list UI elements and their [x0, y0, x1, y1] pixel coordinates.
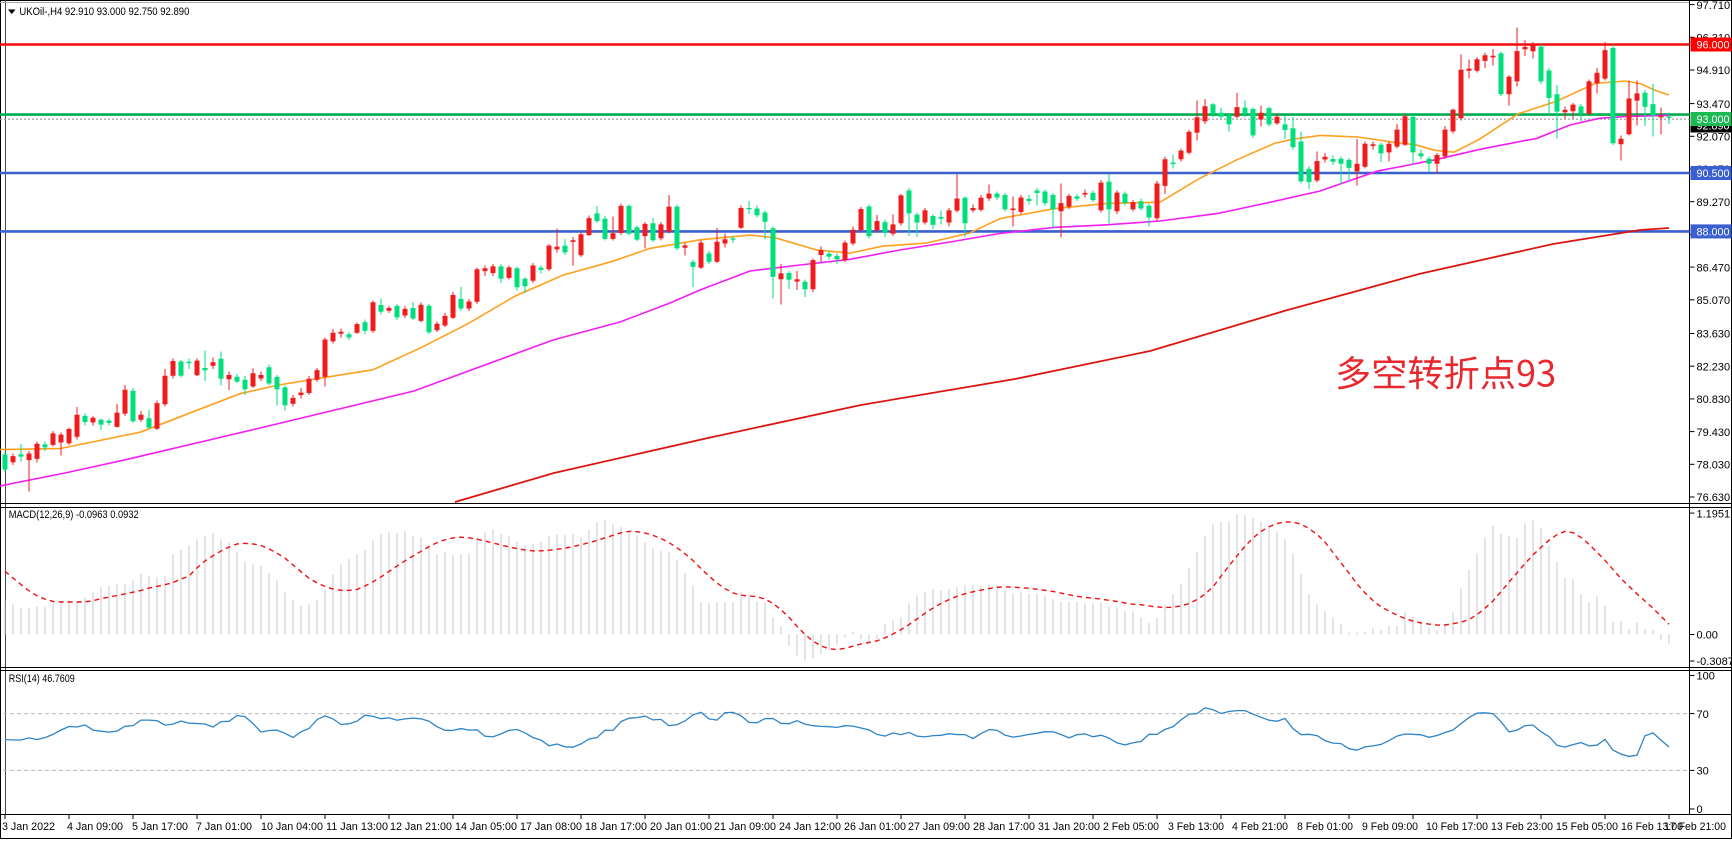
svg-text:-0.3087: -0.3087: [1697, 656, 1732, 668]
svg-text:0: 0: [1697, 804, 1703, 816]
svg-text:30: 30: [1697, 766, 1709, 778]
svg-text:17 Jan 08:00: 17 Jan 08:00: [520, 821, 582, 833]
svg-text:5 Jan 17:00: 5 Jan 17:00: [132, 821, 188, 833]
svg-text:3 Jan 2022: 3 Jan 2022: [2, 821, 55, 833]
svg-text:10 Feb 17:00: 10 Feb 17:00: [1426, 821, 1488, 833]
svg-text:78.030: 78.030: [1697, 460, 1731, 472]
svg-text:93.470: 93.470: [1697, 99, 1731, 111]
svg-text:96.000: 96.000: [1697, 40, 1730, 52]
svg-text:0.00: 0.00: [1697, 630, 1718, 642]
svg-text:4 Feb 21:00: 4 Feb 21:00: [1232, 821, 1288, 833]
svg-text:2 Feb 05:00: 2 Feb 05:00: [1103, 821, 1159, 833]
svg-text:76.630: 76.630: [1697, 492, 1731, 504]
svg-text:79.430: 79.430: [1697, 427, 1731, 439]
svg-text:89.270: 89.270: [1697, 197, 1731, 209]
svg-text:90.500: 90.500: [1697, 168, 1730, 180]
svg-text:7 Jan 01:00: 7 Jan 01:00: [196, 821, 252, 833]
svg-text:97.710: 97.710: [1697, 0, 1731, 12]
svg-text:1.1951: 1.1951: [1697, 508, 1731, 520]
svg-text:92.070: 92.070: [1697, 132, 1731, 144]
svg-text:9 Feb 09:00: 9 Feb 09:00: [1362, 821, 1418, 833]
svg-text:UKOil-,H4 92.910 93.000 92.75: UKOil-,H4 92.910 93.000 92.750 92.890: [19, 6, 189, 18]
svg-text:15 Feb 05:00: 15 Feb 05:00: [1556, 821, 1618, 833]
svg-text:4 Jan 09:00: 4 Jan 09:00: [67, 821, 123, 833]
svg-text:21 Jan 09:00: 21 Jan 09:00: [714, 821, 776, 833]
svg-text:17 Feb 21:00: 17 Feb 21:00: [1664, 821, 1726, 833]
svg-text:83.630: 83.630: [1697, 329, 1731, 341]
svg-text:100: 100: [1697, 671, 1715, 683]
svg-text:12 Jan 21:00: 12 Jan 21:00: [390, 821, 452, 833]
svg-text:14 Jan 05:00: 14 Jan 05:00: [455, 821, 517, 833]
svg-text:93.000: 93.000: [1697, 114, 1730, 126]
svg-text:26 Jan 01:00: 26 Jan 01:00: [844, 821, 906, 833]
svg-text:8 Feb 01:00: 8 Feb 01:00: [1297, 821, 1353, 833]
svg-text:31 Jan 20:00: 31 Jan 20:00: [1038, 821, 1100, 833]
svg-text:80.830: 80.830: [1697, 394, 1731, 406]
svg-text:85.070: 85.070: [1697, 295, 1731, 307]
svg-text:13 Feb 23:00: 13 Feb 23:00: [1491, 821, 1553, 833]
svg-text:18 Jan 17:00: 18 Jan 17:00: [585, 821, 647, 833]
svg-text:94.910: 94.910: [1697, 65, 1731, 77]
svg-text:20 Jan 01:00: 20 Jan 01:00: [650, 821, 712, 833]
svg-text:10 Jan 04:00: 10 Jan 04:00: [261, 821, 323, 833]
svg-text:RSI(14) 46.7609: RSI(14) 46.7609: [9, 673, 75, 685]
svg-text:88.000: 88.000: [1697, 227, 1730, 239]
svg-text:11 Jan 13:00: 11 Jan 13:00: [326, 821, 388, 833]
svg-text:82.230: 82.230: [1697, 361, 1731, 373]
svg-text:3 Feb 13:00: 3 Feb 13:00: [1168, 821, 1224, 833]
svg-text:86.470: 86.470: [1697, 262, 1731, 274]
svg-text:24 Jan 12:00: 24 Jan 12:00: [779, 821, 841, 833]
svg-text:MACD(12,26,9) -0.0963 0.0932: MACD(12,26,9) -0.0963 0.0932: [9, 509, 139, 521]
svg-text:28 Jan 17:00: 28 Jan 17:00: [973, 821, 1035, 833]
svg-text:70: 70: [1697, 709, 1709, 721]
svg-text:27 Jan 09:00: 27 Jan 09:00: [908, 821, 970, 833]
